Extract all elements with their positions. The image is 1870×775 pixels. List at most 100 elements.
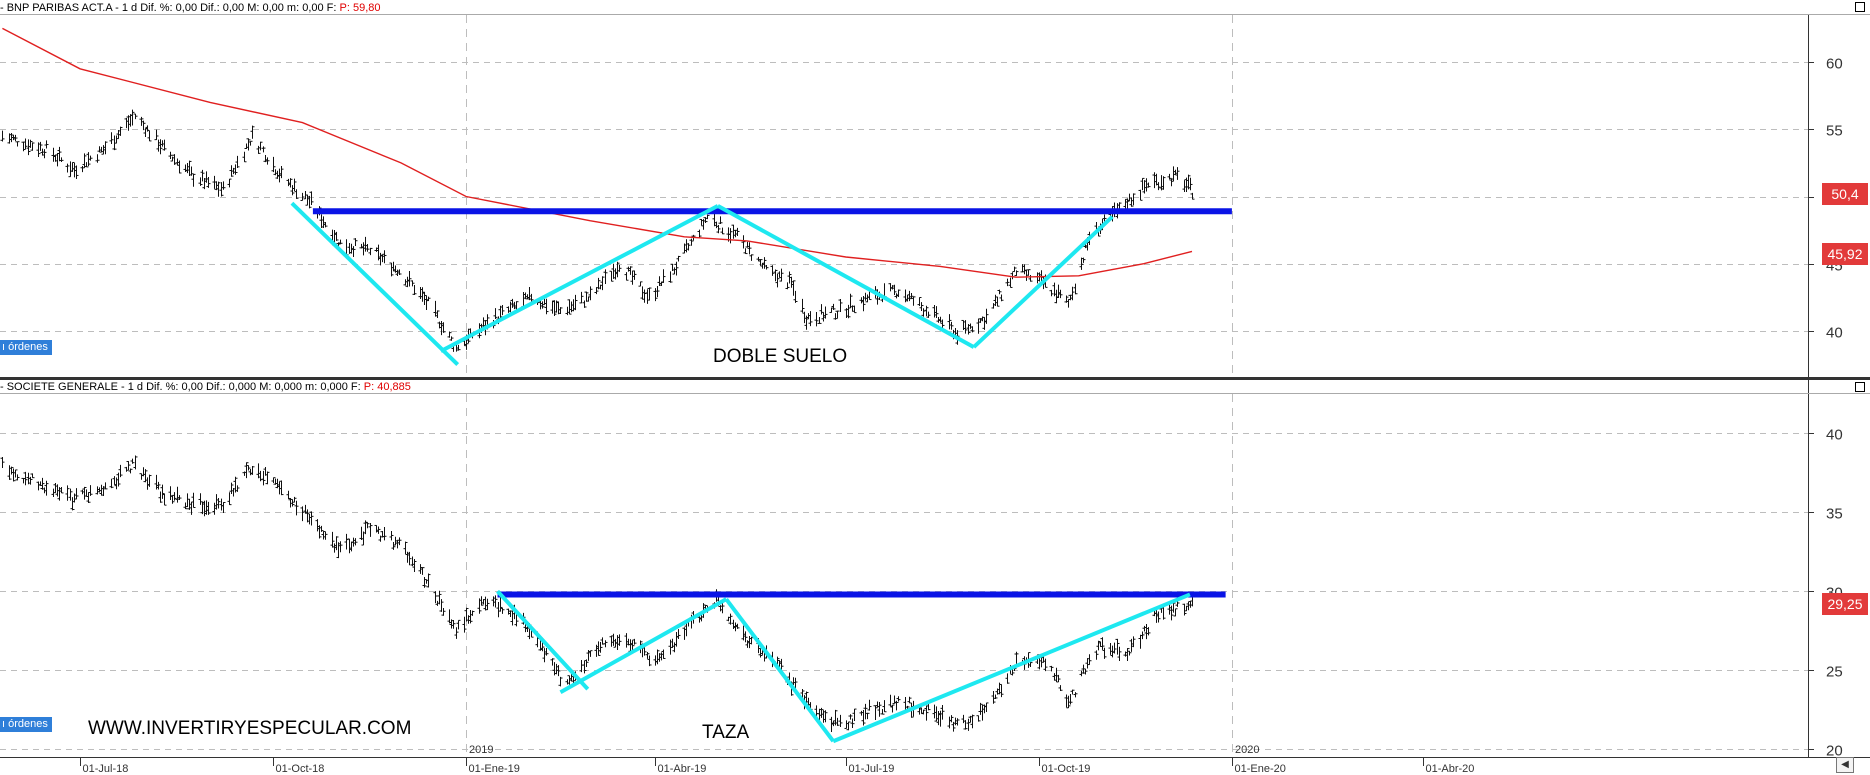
bottom-orders-tab[interactable]: ı órdenes xyxy=(0,717,52,732)
socgen-ohlc-bar xyxy=(334,536,339,551)
socgen-ohlc-bar xyxy=(216,498,221,509)
socgen-ohlc-bar xyxy=(676,629,681,639)
socgen-ohlc-bar xyxy=(1087,654,1092,666)
socgen-ohlc-bar xyxy=(40,477,45,490)
bnp-ohlc-bar xyxy=(777,271,782,279)
socgen-ohlc-bar xyxy=(968,715,973,723)
socgen-ohlc-bar xyxy=(332,543,337,553)
bnp-ohlc-bar xyxy=(391,261,396,272)
socgen-ohlc-bar xyxy=(674,631,679,647)
bnp-ohlc-bar xyxy=(720,227,725,235)
year-marker-label: 2020 xyxy=(1235,744,1259,756)
bnp-ohlc-bar xyxy=(779,268,784,282)
bnp-ohlc-bar xyxy=(919,302,924,311)
socgen-ohlc-bar xyxy=(351,537,356,547)
socgen-ohlc-bar xyxy=(470,610,475,616)
socgen-ohlc-bar xyxy=(244,462,249,479)
bnp-ohlc-bar xyxy=(309,191,314,205)
socgen-ohlc-bar xyxy=(961,714,966,724)
socgen-ohlc-bar xyxy=(347,538,352,554)
bnp-ohlc-bar xyxy=(1020,264,1025,273)
bnp-ohlc-bar xyxy=(42,149,47,159)
socgen-ohlc-bar xyxy=(405,551,410,563)
socgen-y-tick-label: 35 xyxy=(1826,506,1843,523)
bnp-ohlc-bar xyxy=(1140,177,1145,191)
bnp-ohlc-bar xyxy=(258,141,263,151)
socgen-ohlc-bar xyxy=(133,455,138,470)
socgen-ohlc-bar xyxy=(330,531,335,548)
socgen-ohlc-bar xyxy=(1129,638,1134,652)
socgen-ohlc-bar xyxy=(1142,625,1147,632)
socgen-ohlc-bar xyxy=(397,537,402,546)
bnp-ohlc-bar xyxy=(498,305,503,319)
socgen-ohlc-bar xyxy=(305,509,310,523)
bnp-ohlc-bar xyxy=(686,243,691,251)
bnp-ohlc-bar xyxy=(57,146,62,162)
socgen-ohlc-bar xyxy=(389,530,394,541)
bnp-ohlc-bar xyxy=(36,142,41,158)
socgen-ohlc-bar xyxy=(728,613,733,625)
bnp-ohlc-bar xyxy=(99,146,104,153)
bnp-ohlc-bar xyxy=(256,145,261,154)
bnp-ohlc-bar xyxy=(227,178,232,188)
socgen-ohlc-bar xyxy=(441,607,446,616)
bnp-ohlc-bar xyxy=(993,294,998,306)
bnp-ohlc-bar xyxy=(26,139,31,156)
bnp-moving-average-line xyxy=(2,27,1193,278)
socgen-ohlc-bar xyxy=(28,476,33,485)
socgen-ohlc-bar xyxy=(579,660,584,673)
bnp-ohlc-bar xyxy=(28,139,33,148)
top-orders-tab[interactable]: ı órdenes xyxy=(0,340,52,355)
socgen-ohlc-bar xyxy=(70,497,75,511)
socgen-ohlc-bar xyxy=(966,718,971,731)
socgen-ohlc-bar xyxy=(1085,658,1090,669)
bnp-ohlc-bar xyxy=(1054,289,1059,304)
socgen-ohlc-bar xyxy=(880,709,885,715)
socgen-ohlc-bar xyxy=(609,635,614,647)
socgen-ohlc-bar xyxy=(867,699,872,711)
bnp-ohlc-bar xyxy=(594,287,599,295)
socgen-ohlc-bar xyxy=(865,712,870,720)
socgen-ohlc-bar xyxy=(1173,608,1178,617)
x-tick-label: 01-Oct-19 xyxy=(1042,763,1091,775)
socgen-ohlc-bar xyxy=(1161,607,1166,620)
socgen-ohlc-bar xyxy=(844,720,849,729)
bnp-ohlc-bar xyxy=(407,271,412,287)
scroll-left-icon[interactable]: ◀ xyxy=(1836,757,1854,773)
bnp-ohlc-bar xyxy=(1131,193,1136,206)
year-marker-label: 2019 xyxy=(469,744,493,756)
bnp-pattern-line xyxy=(972,215,1114,349)
bnp-ohlc-bar xyxy=(743,248,748,255)
bnp-ohlc-bar xyxy=(439,320,444,336)
socgen-ohlc-bar xyxy=(454,627,459,639)
bnp-ohlc-bar xyxy=(789,276,794,288)
bnp-ohlc-bar xyxy=(437,321,442,329)
socgen-ohlc-bar xyxy=(321,531,326,540)
socgen-ohlc-bar xyxy=(670,638,675,648)
bnp-ohlc-bar xyxy=(349,243,354,254)
bnp-ohlc-bar xyxy=(586,296,591,302)
socgen-ohlc-bar xyxy=(917,707,922,715)
bnp-ohlc-bar xyxy=(991,303,996,309)
top-panel-maximize-button[interactable] xyxy=(1855,2,1865,12)
socgen-ohlc-bar xyxy=(882,700,887,713)
socgen-ohlc-bar xyxy=(317,525,322,539)
bnp-ohlc-bar xyxy=(426,296,431,302)
socgen-ohlc-bar xyxy=(936,710,941,726)
bnp-ohlc-bar xyxy=(242,151,247,163)
socgen-ohlc-bar xyxy=(118,464,123,478)
socgen-ohlc-bar xyxy=(500,607,505,614)
bnp-pattern-line xyxy=(439,204,719,353)
bnp-ohlc-bar xyxy=(1146,182,1151,188)
socgen-ohlc-bar xyxy=(336,542,341,559)
bnp-ohlc-bar xyxy=(735,227,740,237)
socgen-ohlc-bar xyxy=(233,476,238,493)
bnp-ohlc-bar xyxy=(1014,270,1019,277)
socgen-ohlc-bar xyxy=(1014,651,1019,664)
socgen-ohlc-bar xyxy=(510,610,515,626)
bnp-ohlc-bar xyxy=(565,306,570,316)
socgen-ohlc-bar xyxy=(1112,642,1117,654)
bottom-panel-maximize-button[interactable] xyxy=(1855,382,1865,392)
socgen-ohlc-bar xyxy=(439,599,444,612)
x-tick-label: 01-Abr-19 xyxy=(658,763,707,775)
